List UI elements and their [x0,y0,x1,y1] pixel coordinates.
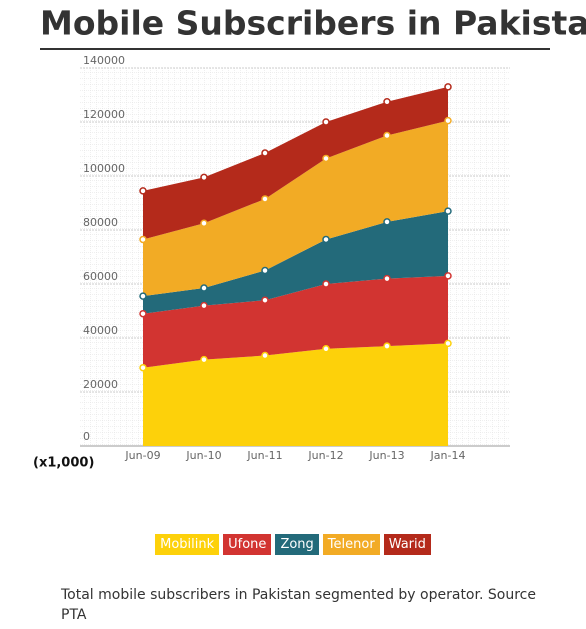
point [322,280,330,288]
point [139,187,147,195]
stacked-area [143,275,448,368]
y-tick-label: 100000 [83,162,125,175]
x-tick-label: Jan-14 [430,449,466,462]
point [200,219,208,227]
point [139,309,147,318]
y-tick-label: 140000 [83,54,125,67]
y-tick-label: 80000 [83,216,118,229]
point [200,355,208,364]
point [322,345,330,353]
point [383,342,391,350]
y-tick-label: 0 [83,430,90,443]
legend-entry: Ufone [223,534,272,555]
stacked-area [143,86,448,240]
y-tick-label: 40000 [83,324,118,337]
point [261,195,269,203]
point [444,116,452,125]
point [383,218,391,226]
y-tick-label: 120000 [83,108,125,121]
point [261,149,269,157]
point [444,339,452,348]
point [322,235,330,244]
point [444,83,452,91]
x-tick-label: Jun-10 [185,449,221,462]
chart-title: Mobile Subscribers in Pakistan [40,4,586,43]
point [200,301,208,310]
chart: Mobile Subscribers in Pakistan (x1,000) … [33,4,586,471]
point [261,296,269,304]
point [139,363,147,372]
legend-entry: Telenor [322,534,380,555]
point [444,272,452,280]
stacked-area [143,343,448,446]
stacked-area [143,211,448,314]
point [383,131,391,140]
point [200,284,208,292]
point [322,118,330,126]
stacked-area [143,120,448,297]
point [200,173,208,182]
caption: Total mobile subscribers in Pakistan seg… [61,587,536,623]
point [139,292,147,300]
point [444,207,452,215]
point [261,351,269,360]
legend: Mobilink Ufone Zong Telenor Warid [0,534,586,555]
x-tick-label: Jun-09 [124,449,160,462]
point [383,98,391,106]
unit-label: (x1,000) [33,456,94,471]
legend-entry: Warid [383,534,431,555]
legend-entry: Mobilink [155,534,220,555]
x-tick-label: Jun-13 [368,449,404,462]
x-tick-label: Jun-12 [307,449,343,462]
point [322,154,330,163]
legend-entry: Zong [275,534,319,555]
point [139,235,147,244]
y-tick-label: 60000 [83,270,118,283]
point [261,266,269,275]
x-tick-label: Jun-11 [246,449,282,462]
y-tick-label: 20000 [83,378,118,391]
point [383,274,391,283]
